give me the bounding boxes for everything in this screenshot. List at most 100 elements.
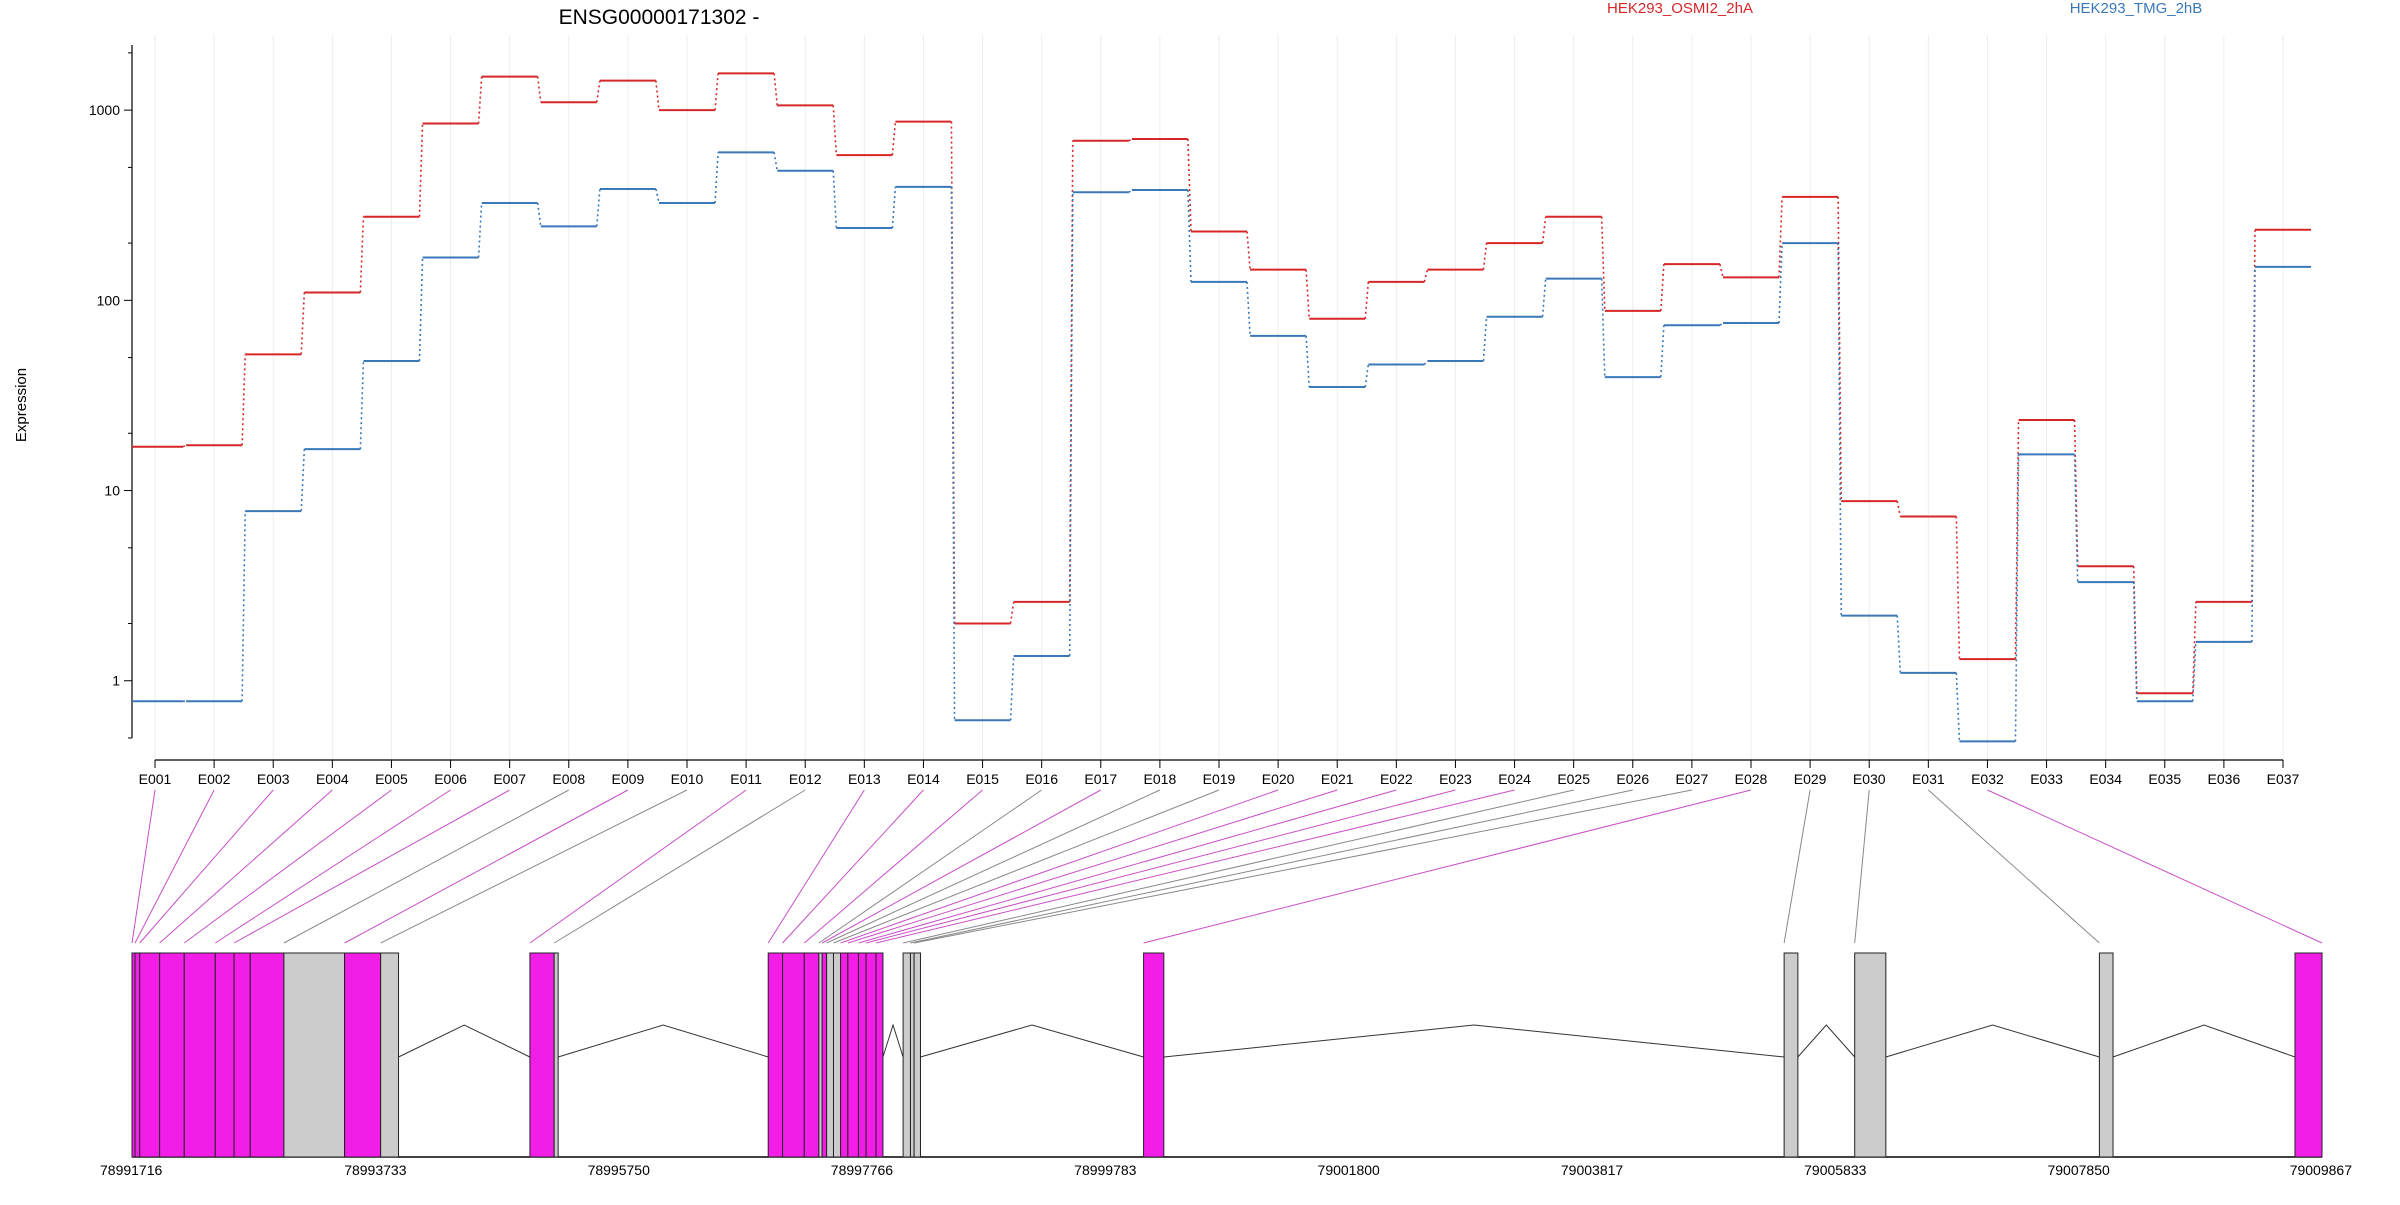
series-connector [1246, 231, 1251, 270]
x-tick-label: E031 [1912, 771, 1945, 787]
series-connector [418, 123, 424, 217]
exon-block [865, 952, 877, 1158]
exon-connector-e027 [913, 789, 1692, 944]
gridlines [154, 35, 2284, 760]
series-connector [1955, 516, 1961, 660]
exon-connector-e023 [865, 789, 1456, 944]
legend-series-b: HEK293_TMG_2hB [2070, 0, 2203, 17]
exon-block [529, 952, 555, 1158]
exon-block [553, 952, 559, 1158]
genomic-tick-label: 79003817 [1561, 1162, 1624, 1178]
exon-connector-e004 [159, 789, 333, 944]
series-connector [536, 202, 542, 227]
intron-line [558, 1024, 769, 1058]
series-connector [1778, 243, 1783, 324]
exon-connector-e003 [139, 789, 274, 944]
exon-block [832, 952, 842, 1158]
x-tick-label: E020 [1262, 771, 1295, 787]
x-tick-label: E010 [671, 771, 704, 787]
intron-line [882, 1023, 904, 1058]
series-connector [241, 354, 247, 446]
genomic-tick-label: 78993733 [344, 1162, 407, 1178]
series-b [132, 151, 2311, 743]
x-tick-label: E009 [612, 771, 645, 787]
x-tick-label: E008 [552, 771, 585, 787]
series-connector [655, 188, 660, 204]
series-connector [2191, 601, 2197, 694]
series-connector [1600, 278, 1606, 378]
genomic-tick-label: 79001800 [1318, 1162, 1381, 1178]
x-tick-label: E035 [2148, 771, 2181, 787]
genomic-tick-label: 78999783 [1074, 1162, 1137, 1178]
x-tick-label: E003 [257, 771, 290, 787]
series-connector [1778, 196, 1783, 278]
intron-line [1163, 1024, 1785, 1058]
exon-connector-e016 [818, 789, 1042, 944]
exon-connector-e010 [380, 789, 688, 944]
series-connector [595, 80, 601, 103]
x-tick-label: E024 [1498, 771, 1531, 787]
series-connector [300, 292, 306, 355]
exon-block [380, 952, 400, 1158]
x-tick-label: E004 [316, 771, 349, 787]
x-tick-label: E025 [1557, 771, 1590, 787]
x-tick-label: E022 [1380, 771, 1413, 787]
y-tick-label: 10 [104, 483, 120, 499]
exon-connector-e014 [782, 789, 924, 944]
exon-connector-e032 [1987, 789, 2323, 944]
exon-connector-e031 [1928, 789, 2100, 944]
intron-line [398, 1024, 531, 1058]
exon-connector-e017 [821, 789, 1102, 944]
x-tick-label: E034 [2089, 771, 2122, 787]
exon-block [183, 952, 216, 1158]
exon-connector-e028 [1143, 789, 1752, 944]
chart-title: ENSG00000171302 - [559, 6, 760, 29]
exon-connector-e022 [858, 789, 1397, 944]
series-connector [714, 152, 719, 204]
x-tick-label: E015 [966, 771, 999, 787]
series-connector [2251, 266, 2256, 642]
series-connector [773, 152, 779, 171]
x-tick-label: E023 [1439, 771, 1472, 787]
x-tick-label: E016 [1025, 771, 1058, 787]
exon-block [803, 952, 820, 1158]
axes: E001 E002 E003 E004 E005 E006 E007 E008 E009 E010… [89, 45, 2300, 787]
exon-connector-e011 [529, 789, 747, 944]
exon-block [840, 952, 849, 1158]
series-connector [1009, 601, 1015, 624]
exon-block [2294, 952, 2323, 1158]
intron-line [2112, 1024, 2296, 1058]
genomic-tick-label: 78995750 [588, 1162, 651, 1178]
series-connector [536, 76, 542, 103]
exon-connector-e019 [833, 789, 1220, 944]
series-connector [1896, 500, 1902, 517]
exon-connector-e025 [902, 789, 1574, 944]
series-connector [1009, 655, 1015, 721]
series-connector [1364, 281, 1370, 319]
series-connector [1659, 264, 1665, 311]
exon-block [159, 952, 185, 1158]
series-connector [1541, 278, 1547, 317]
exon-block [875, 952, 884, 1158]
exon-connector-e001 [131, 789, 156, 944]
series-connector [714, 73, 719, 111]
series-a [132, 72, 2311, 695]
series-connector [1837, 196, 1843, 502]
series-connector [359, 360, 365, 450]
series-connector [1600, 216, 1606, 311]
exon-block [214, 952, 235, 1158]
exon-block [344, 952, 382, 1158]
exon-connector-e026 [910, 789, 1633, 944]
series-connector [418, 257, 424, 361]
exon-connector-e007 [233, 789, 510, 944]
exon-block [249, 952, 285, 1158]
x-tick-label: E037 [2267, 771, 2300, 787]
y-axis-label: Expression [13, 368, 30, 442]
exon-block [826, 952, 834, 1158]
exon-block [233, 952, 251, 1158]
x-tick-label: E019 [1203, 771, 1236, 787]
exon-block [283, 952, 346, 1158]
series-connector [2132, 566, 2138, 694]
series-connector [891, 186, 897, 229]
series-connector [1719, 322, 1724, 326]
